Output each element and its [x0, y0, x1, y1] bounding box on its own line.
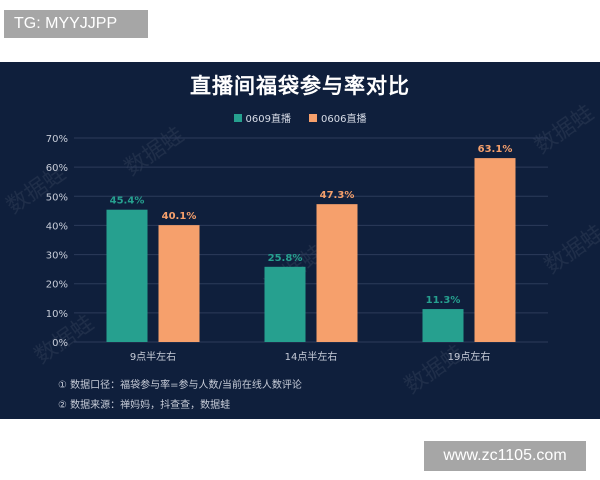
legend-swatch-0606 [309, 113, 317, 122]
data-label: 47.3% [320, 190, 355, 201]
legend-label-0609: 0609直播 [245, 114, 291, 125]
bar-0606 [158, 225, 200, 342]
x-tick-label: 14点半左右 [285, 350, 338, 363]
note-source: ② 数据来源：禅妈妈，抖查查，数据蛙 [58, 400, 231, 411]
y-tick-label: 30% [46, 251, 68, 262]
data-label: 45.4% [110, 196, 145, 207]
bar-0606 [316, 204, 358, 342]
bar-0609 [422, 309, 464, 342]
note-definition: ① 数据口径：福袋参与率=参与人数/当前在线人数评论 [58, 380, 302, 391]
y-tick-label: 40% [46, 221, 68, 232]
data-label: 63.1% [478, 144, 513, 155]
chart-legend: 0609直播 0606直播 [0, 110, 600, 125]
legend-item-0609: 0609直播 [233, 110, 291, 125]
y-tick-label: 0% [52, 338, 68, 349]
y-tick-label: 50% [46, 192, 68, 203]
chart-notes: ① 数据口径：福袋参与率=参与人数/当前在线人数评论 ② 数据来源：禅妈妈，抖查… [58, 376, 302, 416]
x-tick-label: 9点半左右 [130, 350, 176, 363]
bar-0609 [106, 209, 148, 342]
chart-panel: 数据蛙 数据蛙 数据蛙 数据蛙 数据蛙 数据蛙 数据蛙 直播间福袋参与率对比 0… [0, 62, 600, 419]
telegram-handle-badge: TG: MYYJJPP [4, 10, 148, 38]
y-tick-label: 20% [46, 280, 68, 291]
x-tick-label: 19点左右 [448, 350, 491, 363]
data-label: 40.1% [162, 211, 197, 222]
legend-label-0606: 0606直播 [321, 114, 367, 125]
bar-0609 [264, 266, 306, 342]
bar-chart-plot: 0% 10% 20% 30% 40% 50% 60% 70% 45.4% 40.1% 9点半左右 25… [46, 134, 548, 363]
data-label: 11.3% [426, 295, 461, 306]
legend-item-0606: 0606直播 [309, 110, 366, 125]
legend-swatch-0609 [233, 113, 242, 122]
y-tick-label: 60% [46, 163, 68, 174]
y-tick-label: 70% [46, 134, 68, 145]
data-label: 25.8% [268, 253, 303, 264]
y-tick-label: 10% [46, 309, 68, 320]
website-url-badge: www.zc1105.com [424, 441, 586, 471]
chart-title: 直播间福袋参与率对比 [190, 74, 410, 98]
bar-0606 [474, 158, 516, 342]
